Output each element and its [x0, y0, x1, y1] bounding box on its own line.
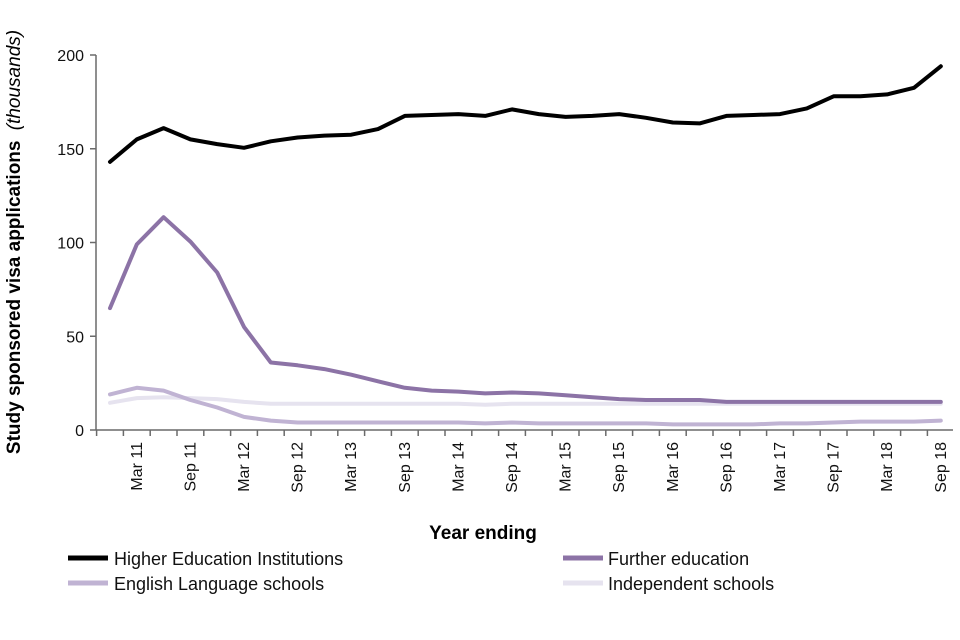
x-tick-label: Mar 18	[879, 442, 896, 492]
x-tick-label: Mar 13	[343, 442, 360, 492]
x-tick-label: Mar 12	[236, 442, 253, 492]
legend-item-independent-schools: Independent schools	[563, 574, 774, 594]
legend-label-further-education: Further education	[608, 549, 749, 569]
y-tick-label: 100	[57, 236, 84, 253]
y-tick-label: 200	[57, 48, 84, 65]
x-tick-label: Mar 16	[665, 442, 682, 492]
x-tick-label: Sep 12	[290, 442, 307, 493]
x-tick-label: Mar 15	[558, 442, 575, 492]
x-axis-title: Year ending	[429, 523, 537, 544]
legend-label-english-language: English Language schools	[114, 574, 324, 594]
x-tick-label: Mar 14	[450, 442, 467, 492]
legend-item-english-language: English Language schools	[68, 574, 324, 594]
x-tick-label: Sep 15	[611, 442, 628, 493]
x-tick-label: Sep 13	[397, 442, 414, 493]
x-tick-label: Sep 17	[826, 442, 843, 493]
series-line-1	[108, 215, 943, 404]
x-tick-label: Mar 17	[772, 442, 789, 492]
series-line-0	[108, 64, 943, 164]
x-tick-label: Sep 16	[718, 442, 735, 493]
y-axis-title-unit: (thousands)	[4, 30, 25, 130]
y-axis-title: Study sponsored visa applications (thous…	[4, 30, 25, 454]
series-line-2	[108, 385, 943, 427]
x-tick-label: Sep 11	[182, 442, 199, 492]
legend: Higher Education Institutions Further ed…	[68, 549, 774, 594]
x-tick-label: Sep 18	[933, 442, 950, 493]
legend-item-higher-education: Higher Education Institutions	[68, 549, 343, 569]
y-tick-label: 50	[66, 329, 84, 346]
y-tick-label: 0	[75, 423, 84, 440]
legend-label-higher-education: Higher Education Institutions	[114, 549, 343, 569]
x-tick-label: Mar 11	[129, 442, 146, 491]
legend-label-independent-schools: Independent schools	[608, 574, 774, 594]
legend-item-further-education: Further education	[563, 549, 749, 569]
y-tick-label: 150	[57, 142, 84, 159]
y-axis-title-main: Study sponsored visa applications	[4, 141, 25, 455]
x-tick-label: Sep 14	[504, 442, 521, 493]
